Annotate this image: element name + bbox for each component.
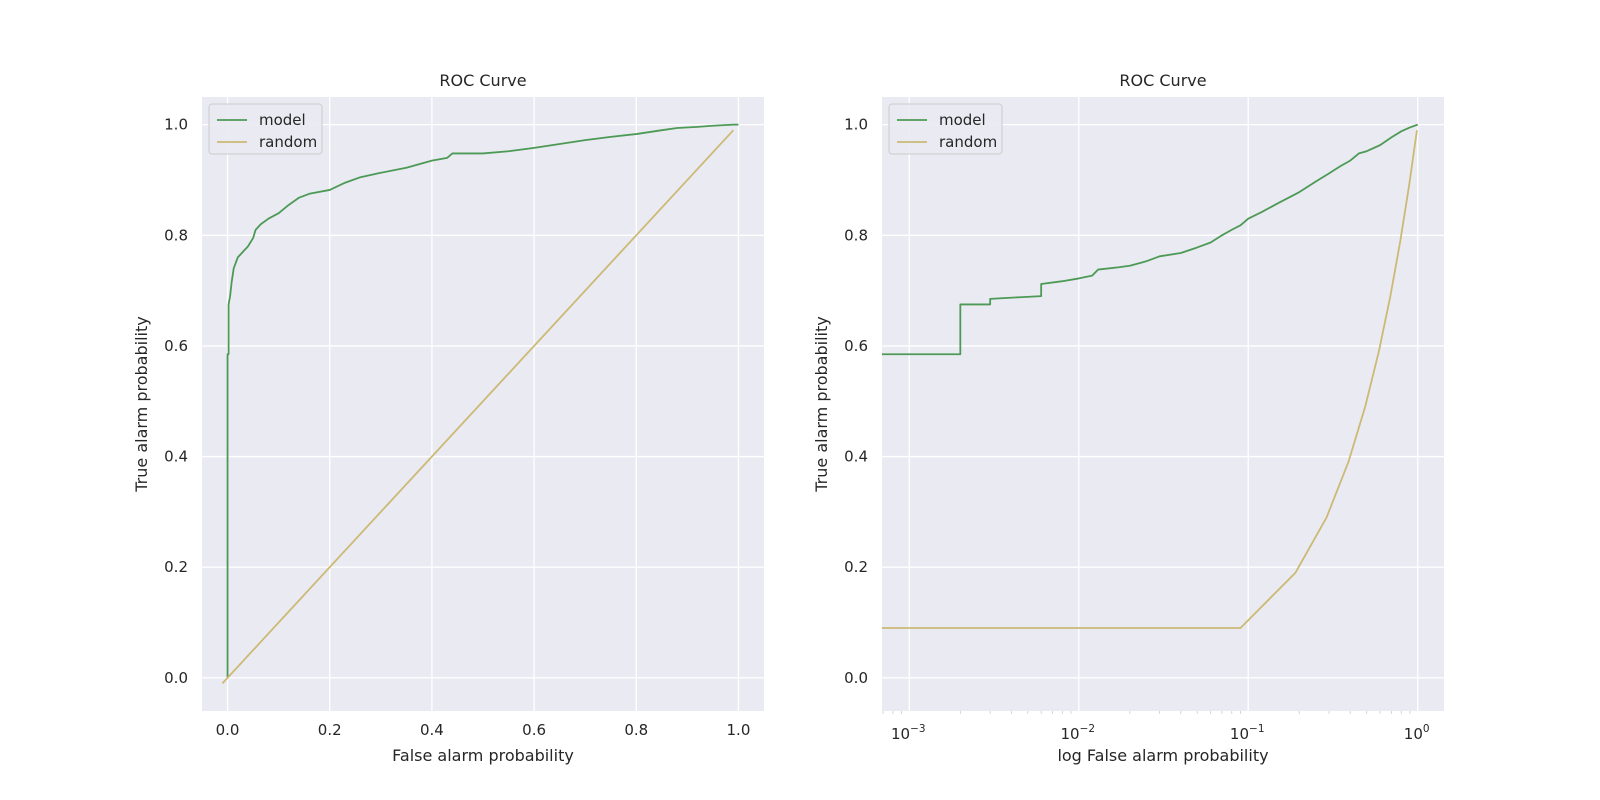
y-tick-label: 0.4 <box>164 448 188 466</box>
x-tick-label: 0.2 <box>318 721 342 739</box>
y-tick-label: 0.8 <box>164 226 188 244</box>
x-tick-label: 1.0 <box>727 721 751 739</box>
plot-area <box>882 97 1444 711</box>
chart-panel-1: 0.0 0.2 0.4 0.6 0.8 1.0 0.0 0.2 0.4 0.6 0.8 1.0 ROC … <box>132 71 764 765</box>
y-tick-label: 0.2 <box>844 558 868 576</box>
legend: model random <box>208 103 323 155</box>
x-tick-label-exponent: −3 <box>910 723 925 735</box>
x-tick-label-base: 10 <box>1060 725 1079 743</box>
y-tick-label: 0.6 <box>844 337 868 355</box>
legend: model random <box>888 103 1003 155</box>
y-axis-label: True alarm probability <box>132 316 151 492</box>
x-tick-label-base: 10 <box>891 725 910 743</box>
x-tick-label: 0.8 <box>624 721 648 739</box>
series-line-model <box>226 123 739 678</box>
y-tick-label: 0.4 <box>844 448 868 466</box>
x-axis-label: False alarm probability <box>392 746 574 765</box>
y-tick-label: 0.8 <box>844 226 868 244</box>
x-tick-label-base: 10 <box>1230 725 1249 743</box>
chart-title: ROC Curve <box>1119 71 1206 90</box>
legend-label-random: random <box>259 133 317 151</box>
y-tick-label: 0.0 <box>844 669 868 687</box>
legend-label-model: model <box>259 111 306 129</box>
legend-label-model: model <box>939 111 986 129</box>
series-line-random <box>221 129 735 684</box>
x-tick-label-exponent: −1 <box>1249 723 1264 735</box>
x-tick-label-exponent: −2 <box>1080 723 1095 735</box>
x-tick-label: 0.0 <box>216 721 240 739</box>
x-tick-label: 0.4 <box>420 721 444 739</box>
chart-title: ROC Curve <box>439 71 526 90</box>
series-line-random <box>882 130 1418 629</box>
x-tick-label-exponent: 0 <box>1423 723 1430 735</box>
y-axis-label: True alarm probability <box>812 316 831 492</box>
series-line-model <box>882 123 1418 356</box>
y-tick-label: 1.0 <box>844 116 868 134</box>
x-tick-label: 10−1 <box>1230 723 1265 743</box>
y-tick-label: 0.6 <box>164 337 188 355</box>
x-tick-label: 10−2 <box>1060 723 1095 743</box>
legend-label-random: random <box>939 133 997 151</box>
x-tick-label: 0.6 <box>522 721 546 739</box>
y-tick-label: 0.2 <box>164 558 188 576</box>
y-tick-label: 1.0 <box>164 116 188 134</box>
x-tick-label: 100 <box>1404 723 1430 743</box>
x-axis-label: log False alarm probability <box>1057 746 1268 765</box>
y-tick-label: 0.0 <box>164 669 188 687</box>
x-tick-label-base: 10 <box>1404 725 1423 743</box>
x-tick-label: 10−3 <box>891 723 926 743</box>
